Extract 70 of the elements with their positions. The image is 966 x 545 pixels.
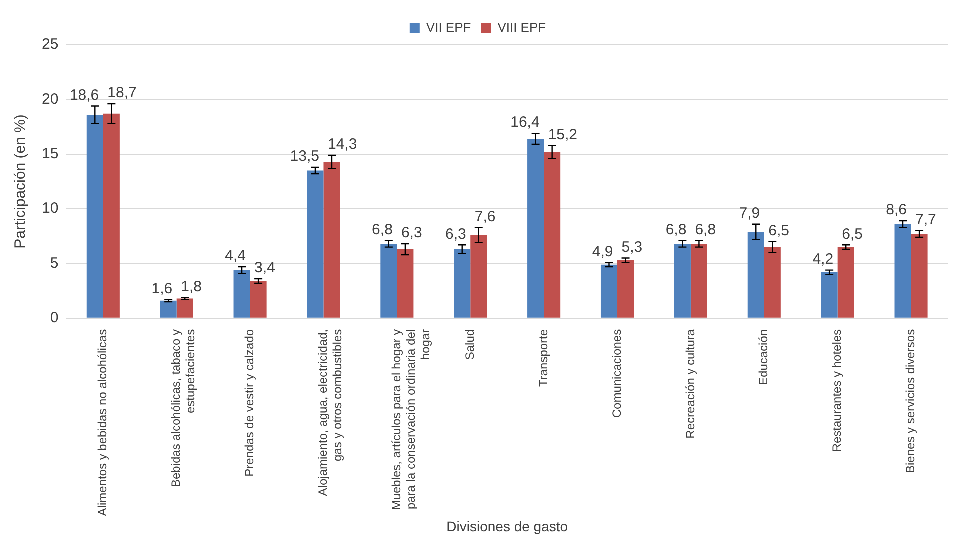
bar bbox=[764, 247, 781, 318]
bar bbox=[86, 114, 104, 318]
x-tick-label: Prendas de vestir y calzado bbox=[242, 329, 257, 477]
data-label: 7,6 bbox=[474, 208, 496, 226]
x-tick-label: Alimentos y bebidas no alcohólicas bbox=[96, 329, 110, 516]
data-label: 13,5 bbox=[290, 148, 320, 166]
bar bbox=[821, 272, 838, 318]
legend-label: VII EPF bbox=[426, 20, 472, 36]
data-label: 1,8 bbox=[181, 278, 202, 296]
bar bbox=[103, 114, 120, 318]
x-tick-label: Muebles, artículos para el hogar y para la conservación ordinaria del hogar bbox=[389, 329, 432, 510]
data-label: 6,8 bbox=[372, 221, 393, 238]
bar bbox=[618, 260, 634, 318]
x-tick-label: Restaurantes y hoteles bbox=[830, 329, 844, 452]
bar bbox=[234, 270, 250, 318]
data-label: 6,8 bbox=[666, 221, 687, 238]
bar bbox=[838, 247, 854, 318]
x-tick-label: Alojamiento, agua, electricidad, gas y otros combustibles bbox=[316, 329, 344, 496]
bar bbox=[544, 152, 561, 318]
bar bbox=[307, 170, 324, 318]
x-tick-label: Educación bbox=[756, 329, 771, 386]
x-tick-label: Transporte bbox=[536, 329, 550, 388]
data-label: 15,2 bbox=[548, 126, 578, 144]
bar bbox=[600, 264, 618, 318]
data-label: 14,3 bbox=[328, 136, 358, 154]
data-label: 6,5 bbox=[768, 222, 790, 240]
data-label: 6,5 bbox=[842, 226, 863, 243]
bar bbox=[894, 224, 912, 318]
data-label: 18,7 bbox=[108, 84, 137, 102]
x-tick-label: Comunicaciones bbox=[610, 329, 624, 418]
x-axis-title: Divisiones de gasto bbox=[446, 518, 568, 534]
y-tick-label: 15 bbox=[42, 146, 59, 163]
y-tick-label: 10 bbox=[42, 200, 59, 218]
data-label: 5,3 bbox=[622, 238, 643, 256]
y-tick-label: 5 bbox=[50, 254, 59, 272]
bar bbox=[160, 300, 177, 318]
x-tick-label: Bienes y servicios diversos bbox=[904, 329, 918, 474]
x-tick-label: Salud bbox=[462, 329, 477, 360]
bar bbox=[397, 250, 414, 318]
bar bbox=[528, 139, 544, 318]
y-tick-label: 25 bbox=[42, 36, 59, 54]
bar bbox=[176, 298, 194, 318]
bar bbox=[748, 232, 764, 318]
data-label: 18,6 bbox=[70, 86, 100, 104]
data-label: 4,2 bbox=[812, 250, 834, 268]
data-label: 7,7 bbox=[916, 212, 936, 229]
y-tick-label: 20 bbox=[42, 90, 59, 108]
bar bbox=[690, 244, 708, 318]
data-label: 3,4 bbox=[254, 260, 276, 277]
data-label: 4,4 bbox=[225, 248, 246, 265]
data-label: 16,4 bbox=[510, 114, 540, 132]
data-label: 6,3 bbox=[401, 224, 422, 242]
bar bbox=[454, 250, 471, 318]
bar bbox=[250, 281, 267, 318]
data-label: 8,6 bbox=[886, 202, 908, 219]
data-label: 1,6 bbox=[152, 280, 173, 298]
bar bbox=[324, 162, 340, 318]
data-label: 7,9 bbox=[739, 205, 760, 222]
data-label: 6,3 bbox=[446, 226, 466, 243]
bar bbox=[674, 244, 691, 318]
bar bbox=[470, 235, 488, 318]
legend-label: VIII EPF bbox=[498, 20, 546, 36]
bar bbox=[380, 244, 398, 318]
data-label: 4,9 bbox=[592, 243, 614, 260]
y-tick-label: 0 bbox=[50, 310, 59, 327]
data-label: 6,8 bbox=[695, 221, 716, 238]
bar bbox=[911, 234, 928, 318]
x-tick-label: Recreación y cultura bbox=[683, 329, 698, 439]
y-axis-title: Participación (en %) bbox=[12, 114, 30, 249]
x-tick-label: Bebidas alcohólicas, tabaco y estupefacientes bbox=[169, 329, 198, 488]
